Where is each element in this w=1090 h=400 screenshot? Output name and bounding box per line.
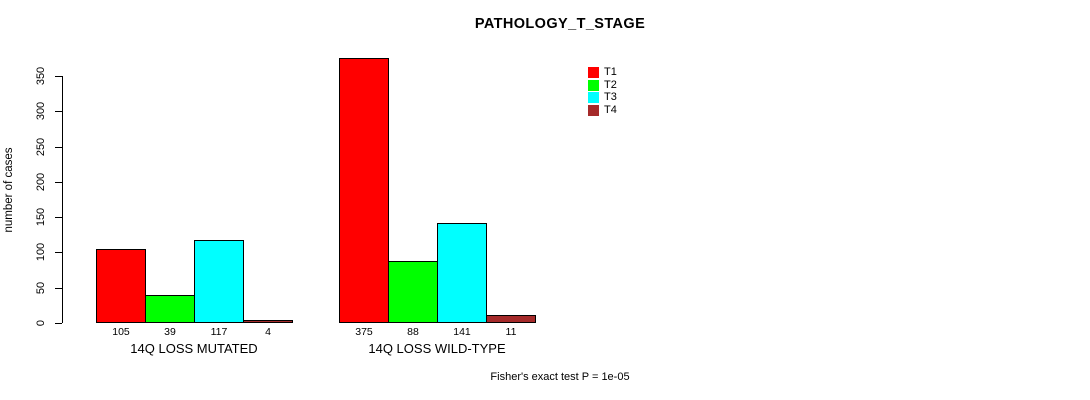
y-tick-label: 0 [35, 319, 47, 327]
legend-label-t3: T3 [604, 91, 617, 103]
legend-label-t1: T1 [604, 66, 617, 78]
y-tick-mark [55, 147, 62, 148]
bar-t4 [243, 320, 293, 323]
y-tick-label: 50 [35, 281, 47, 295]
legend-label-t2: T2 [604, 79, 617, 91]
bar-value-label: 141 [453, 326, 471, 338]
bar-t1 [339, 58, 389, 323]
y-tick-mark [55, 217, 62, 218]
y-axis-label: number of cases [3, 147, 15, 233]
bar-value-label: 117 [210, 326, 228, 338]
group-label: 14Q LOSS WILD-TYPE [368, 341, 506, 356]
y-tick-mark [55, 182, 62, 183]
bar-t3 [437, 223, 487, 323]
bar-t2 [388, 261, 438, 323]
legend-swatch-t4 [588, 105, 599, 116]
group-label: 14Q LOSS MUTATED [130, 341, 258, 356]
bar-value-label: 11 [505, 326, 517, 338]
y-axis-line [62, 76, 63, 323]
legend-swatch-t2 [588, 80, 599, 91]
bar-t1 [96, 249, 146, 323]
y-tick-label: 300 [35, 101, 47, 121]
bar-t4 [486, 315, 536, 323]
bar-t2 [145, 295, 195, 323]
chart-title: PATHOLOGY_T_STAGE [474, 16, 646, 32]
bar-value-label: 4 [265, 326, 271, 338]
stat-annotation: Fisher's exact test P = 1e-05 [490, 371, 630, 383]
y-tick-mark [55, 323, 62, 324]
bar-t3 [194, 240, 244, 323]
bar-value-label: 88 [407, 326, 419, 338]
y-tick-mark [55, 111, 62, 112]
legend-label-t4: T4 [604, 104, 617, 116]
legend-swatch-t1 [588, 67, 599, 78]
y-tick-mark [55, 76, 62, 77]
y-tick-mark [55, 252, 62, 253]
bar-value-label: 105 [112, 326, 130, 338]
bar-value-label: 39 [164, 326, 176, 338]
y-tick-mark [55, 288, 62, 289]
y-tick-label: 350 [35, 66, 47, 86]
legend-swatch-t3 [588, 92, 599, 103]
y-tick-label: 250 [35, 137, 47, 157]
y-tick-label: 200 [35, 172, 47, 192]
bar-value-label: 375 [355, 326, 373, 338]
y-tick-label: 150 [35, 207, 47, 227]
y-tick-label: 100 [35, 242, 47, 262]
